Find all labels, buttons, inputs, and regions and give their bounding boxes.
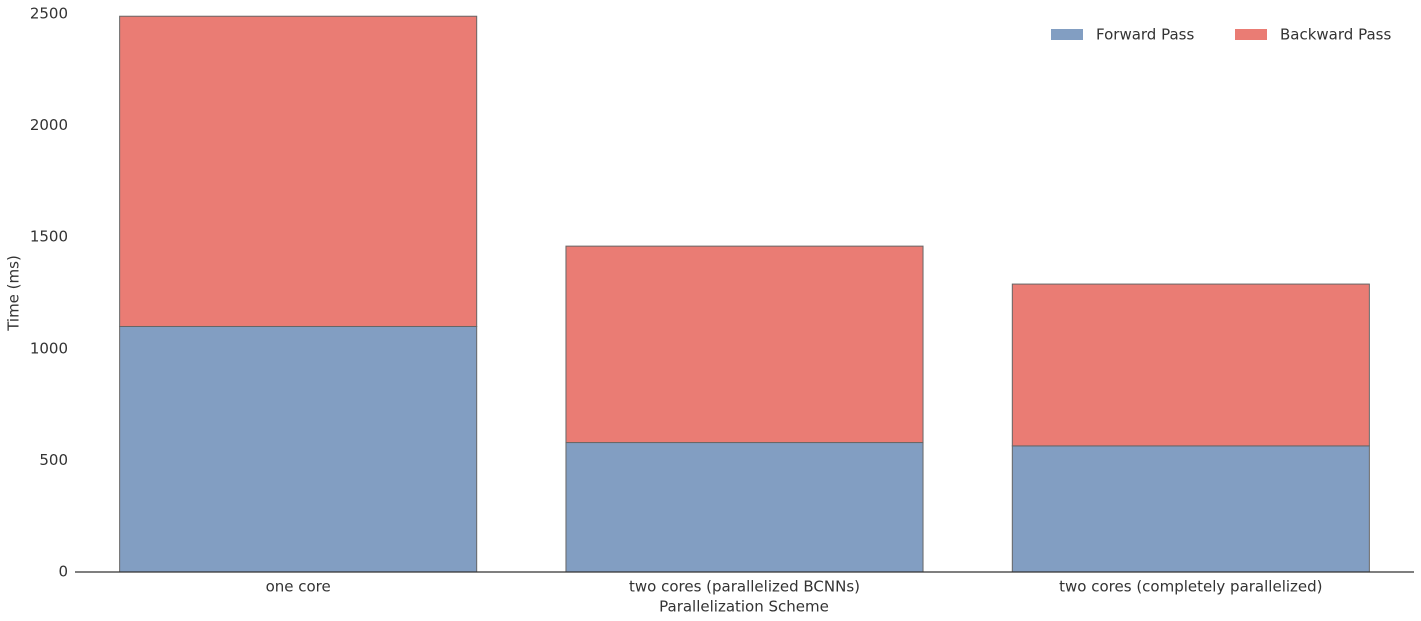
bar-segment [119, 325, 478, 573]
bar-segment [565, 245, 924, 444]
y-tick-label: 2500 [30, 5, 68, 23]
y-tick-label: 500 [39, 451, 68, 469]
bar-segment [119, 15, 478, 327]
bar-segment [565, 442, 924, 573]
y-axis-label: Time (ms) [5, 255, 23, 332]
legend-label: Forward Pass [1096, 26, 1194, 44]
y-tick-label: 2000 [30, 116, 68, 134]
y-tick-label: 1500 [30, 228, 68, 246]
y-tick-label: 0 [58, 563, 68, 581]
legend-swatch [1235, 29, 1267, 40]
x-tick-label: two cores (parallelized BCNNs) [629, 578, 860, 596]
x-axis-label: Parallelization Scheme [659, 598, 829, 616]
x-tick-label: one core [266, 578, 331, 596]
x-tick-label: two cores (completely parallelized) [1059, 578, 1322, 596]
y-tick-label: 1000 [30, 339, 68, 357]
legend-swatch [1051, 29, 1083, 40]
legend-label: Backward Pass [1280, 26, 1391, 44]
bar-segment [1011, 445, 1370, 573]
bar-segment [1011, 283, 1370, 447]
